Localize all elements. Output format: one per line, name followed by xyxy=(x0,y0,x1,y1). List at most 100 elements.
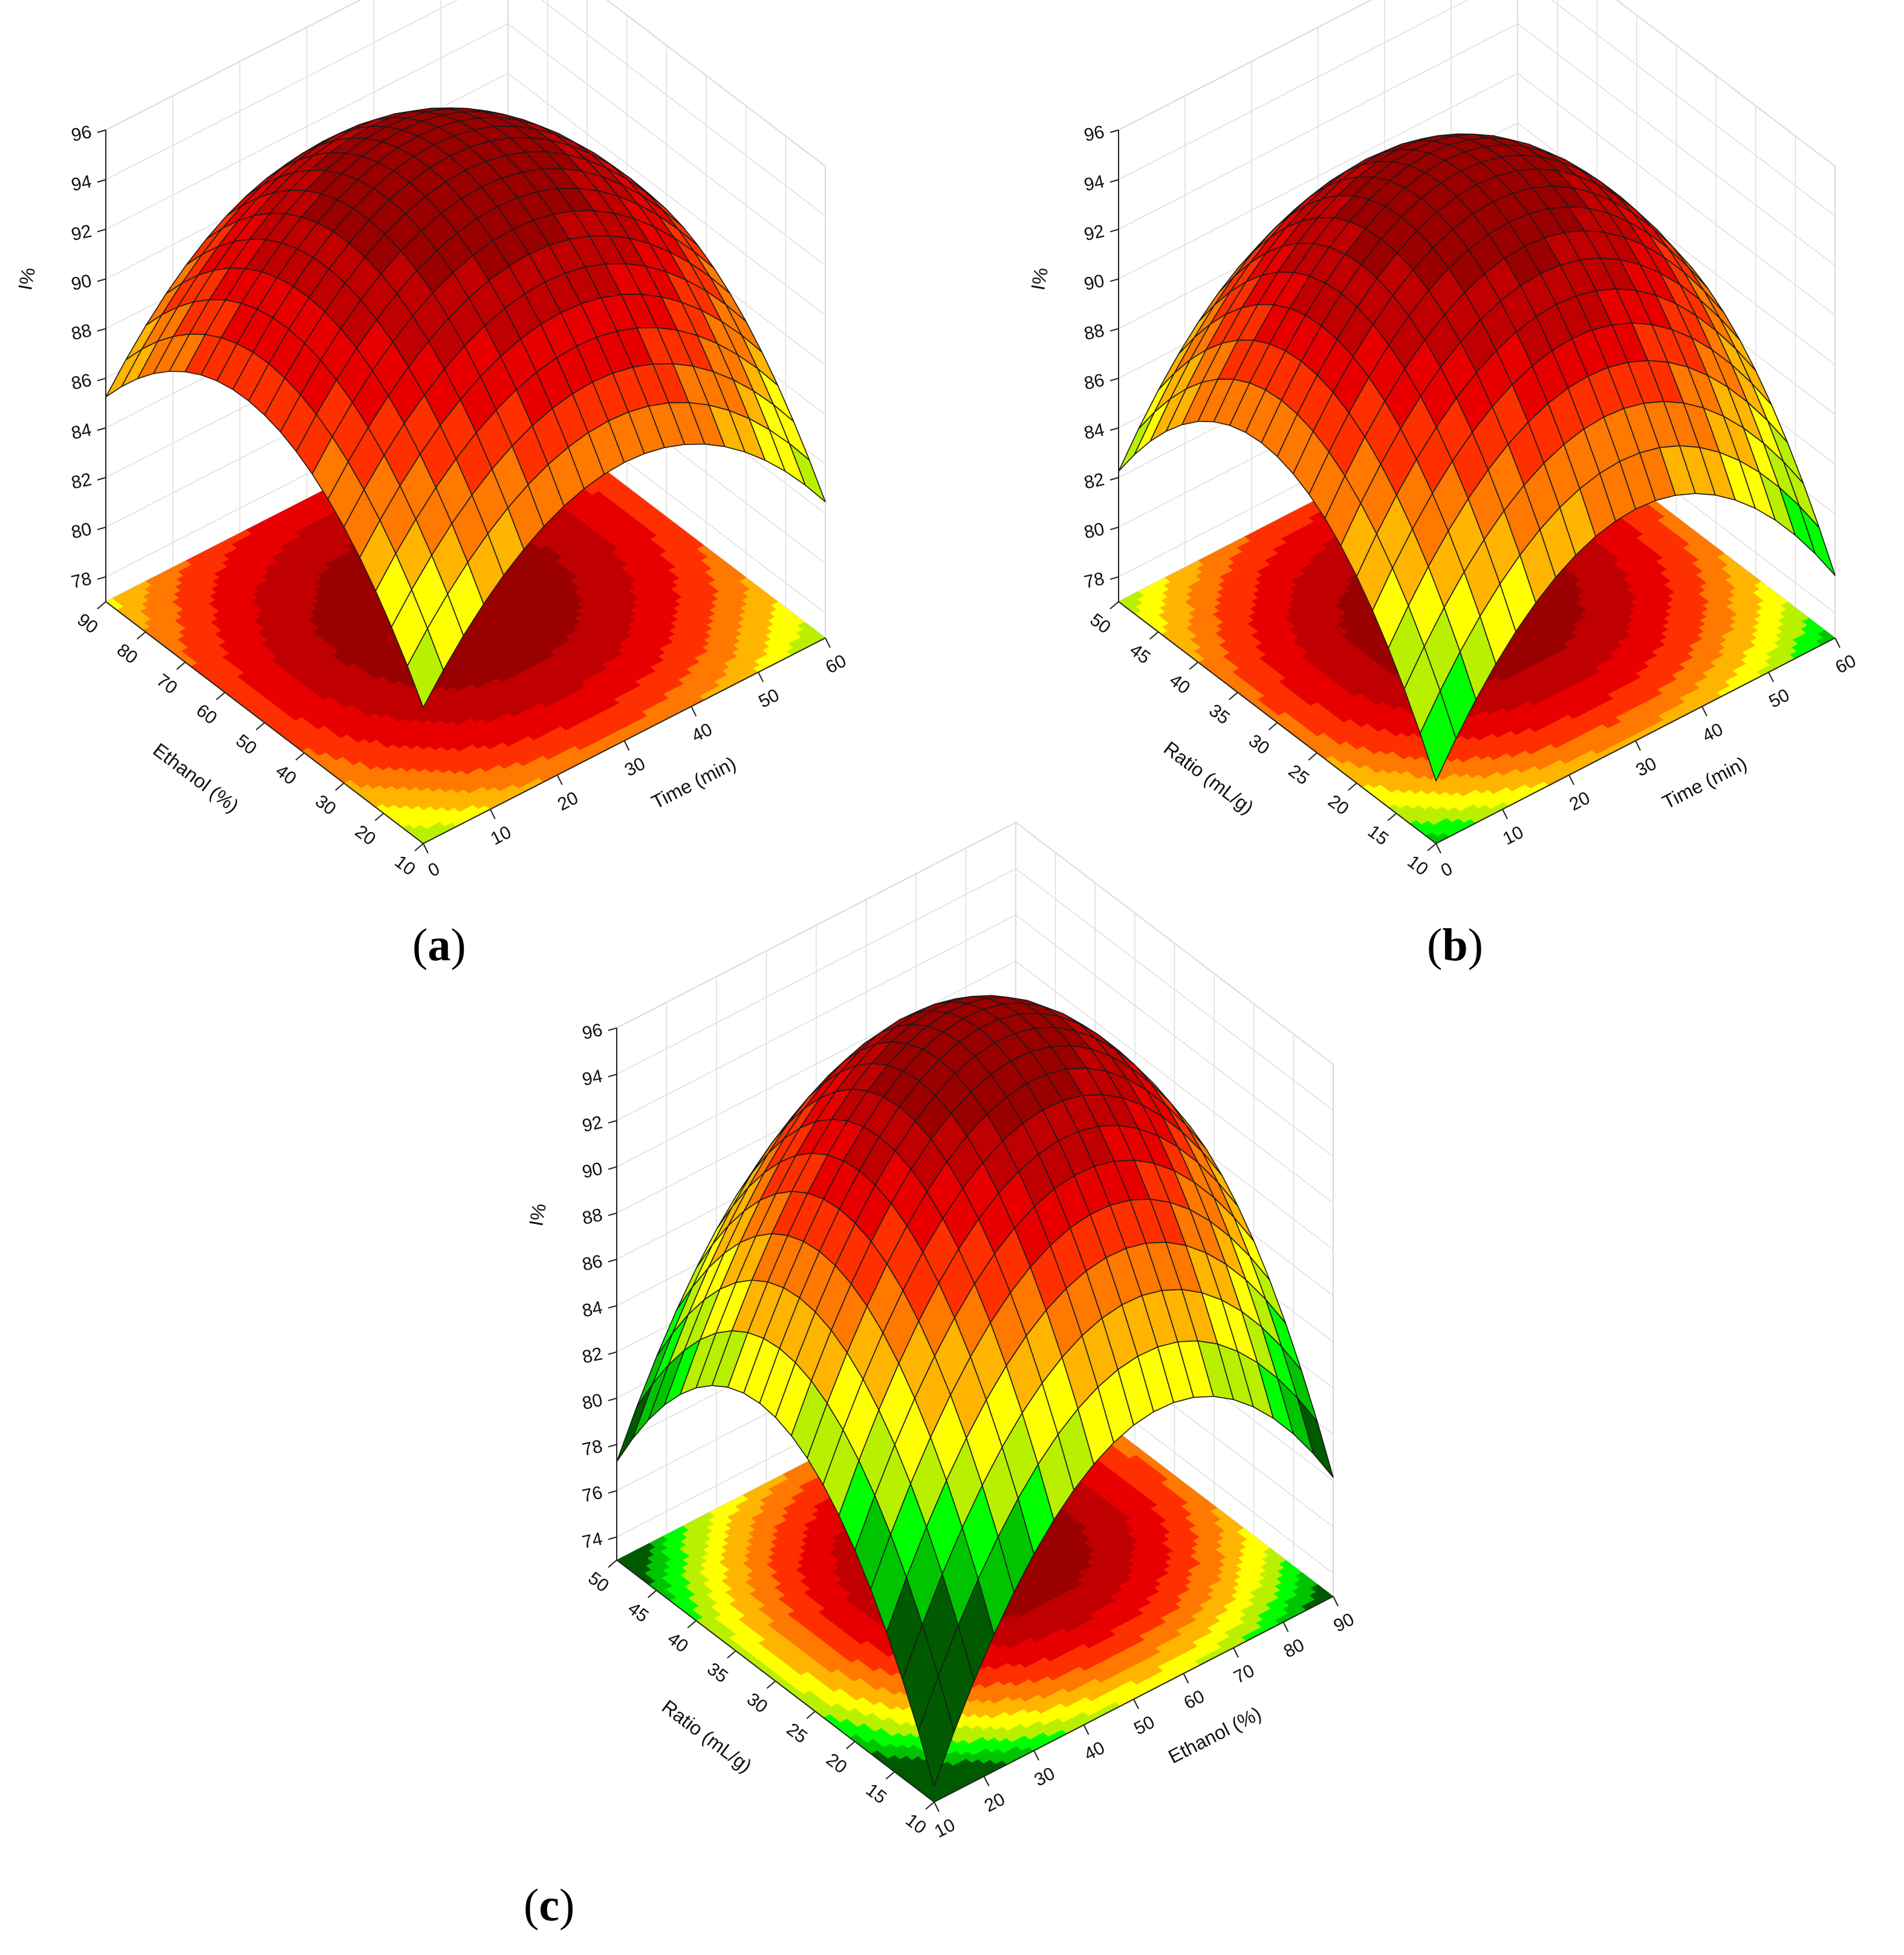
y-tick-label: 10 xyxy=(391,851,419,879)
x-tick xyxy=(1183,1673,1189,1683)
z-tick-label: 78 xyxy=(1082,569,1106,593)
x-tick xyxy=(1502,808,1508,819)
x-tick-label: 50 xyxy=(1766,685,1793,712)
x-tick-label: 20 xyxy=(554,788,582,815)
x-tick-label: 10 xyxy=(931,1815,958,1842)
z-tick xyxy=(608,1258,617,1263)
z-tick xyxy=(608,1351,617,1355)
z-tick xyxy=(1110,229,1119,233)
z-tick-label: 84 xyxy=(1082,420,1106,443)
x-tick-label: 0 xyxy=(425,859,443,881)
z-tick xyxy=(97,526,106,530)
x-tick-label: 70 xyxy=(1230,1661,1258,1688)
x-tick-label: 20 xyxy=(1566,788,1593,815)
x-tick-label: 40 xyxy=(1699,720,1726,747)
z-tick xyxy=(1110,278,1119,282)
z-tick-label: 82 xyxy=(580,1344,605,1367)
z-tick-label: 96 xyxy=(580,1020,605,1044)
z-tick-label: 90 xyxy=(70,271,94,294)
y-tick xyxy=(414,843,424,851)
y-tick xyxy=(1110,601,1119,610)
y-tick xyxy=(766,1680,776,1689)
x-tick xyxy=(1133,1699,1139,1709)
response-surface xyxy=(616,995,1334,1787)
z-tick-label: 96 xyxy=(1082,122,1106,146)
y-tick xyxy=(1229,692,1238,700)
z-tick-label: 86 xyxy=(1082,370,1106,394)
y-tick xyxy=(925,1801,935,1810)
x-tick-label: 10 xyxy=(487,822,515,850)
y-tick xyxy=(1427,843,1437,851)
y-tick-label: 40 xyxy=(1166,670,1194,698)
y-tick xyxy=(806,1711,816,1719)
z-tick xyxy=(1110,576,1119,580)
z-tick xyxy=(1110,477,1119,481)
y-tick xyxy=(1268,722,1278,730)
x-tick xyxy=(1568,775,1574,786)
y-tick xyxy=(176,662,186,670)
y-tick xyxy=(374,813,385,821)
y-axis-title: Ethanol (%) xyxy=(149,739,243,817)
z-tick-label: 86 xyxy=(580,1251,605,1275)
y-tick-label: 20 xyxy=(822,1749,851,1777)
response-surface xyxy=(1118,133,1836,782)
y-tick xyxy=(1189,662,1198,670)
x-tick xyxy=(983,1776,990,1786)
surface-chart-b: 0 10 20 30 40 50 60 10 15 20 25 30 35 40 45 50 78 80 82 84 8… xyxy=(1027,0,1859,881)
x-tick xyxy=(1435,843,1441,854)
x-tick-label: 20 xyxy=(981,1789,1009,1817)
y-tick-label: 15 xyxy=(1364,821,1392,849)
y-tick xyxy=(687,1620,697,1628)
panel-label-b: (b) xyxy=(1427,920,1483,971)
z-tick xyxy=(1110,427,1119,431)
z-tick-label: 94 xyxy=(1082,172,1106,195)
x-tick xyxy=(1333,1596,1339,1607)
y-tick-label: 50 xyxy=(1086,610,1114,637)
z-tick xyxy=(1110,526,1119,530)
y-tick-label: 25 xyxy=(1285,761,1313,789)
z-tick-label: 92 xyxy=(70,221,94,245)
y-tick xyxy=(608,1560,617,1568)
panel-label-c: (c) xyxy=(524,1880,575,1931)
x-tick xyxy=(825,637,831,648)
z-tick xyxy=(608,1397,617,1402)
surface-chart-a: 0 10 20 30 40 50 60 10 20 30 40 50 60 70 80 90 78 80 82 84 8… xyxy=(14,0,850,881)
z-tick xyxy=(608,1443,617,1448)
y-tick-label: 50 xyxy=(584,1568,612,1596)
y-tick-label: 30 xyxy=(311,791,340,819)
z-tick xyxy=(97,377,106,382)
x-tick xyxy=(1083,1725,1090,1735)
y-tick-label: 45 xyxy=(1126,640,1154,668)
z-tick-label: 86 xyxy=(70,370,94,394)
z-tick-label: 88 xyxy=(580,1205,605,1229)
y-tick xyxy=(647,1590,657,1598)
y-tick-label: 20 xyxy=(1324,791,1353,819)
x-tick-label: 30 xyxy=(1031,1763,1058,1791)
y-tick xyxy=(727,1650,736,1659)
y-tick-label: 35 xyxy=(1205,700,1233,728)
z-tick-label: 94 xyxy=(580,1066,605,1090)
x-tick xyxy=(1233,1647,1239,1658)
y-tick-label: 80 xyxy=(113,640,141,668)
y-axis-title: Ratio (mL/g) xyxy=(1160,737,1258,819)
z-tick xyxy=(608,1166,617,1170)
x-tick xyxy=(1768,672,1774,683)
z-tick-label: 94 xyxy=(70,172,94,195)
y-tick-label: 70 xyxy=(153,670,181,698)
x-tick xyxy=(758,672,764,683)
x-tick xyxy=(623,740,630,751)
z-tick-label: 92 xyxy=(580,1113,605,1136)
x-tick xyxy=(934,1801,940,1812)
z-tick-label: 84 xyxy=(70,420,94,443)
surface-chart-c: 10 20 30 40 50 60 70 80 90 10 15 20 25 30 35 40 45 50 74 76… xyxy=(525,821,1357,1842)
z-tick xyxy=(97,576,106,580)
x-tick xyxy=(690,706,697,717)
x-tick xyxy=(1282,1622,1289,1632)
x-tick-label: 60 xyxy=(1832,651,1859,678)
z-tick xyxy=(608,1073,617,1078)
y-tick-label: 35 xyxy=(703,1659,732,1687)
x-tick-label: 30 xyxy=(622,753,649,781)
z-tick xyxy=(1110,377,1119,382)
z-tick-label: 76 xyxy=(580,1483,605,1506)
z-axis-title: I% xyxy=(1027,266,1052,292)
